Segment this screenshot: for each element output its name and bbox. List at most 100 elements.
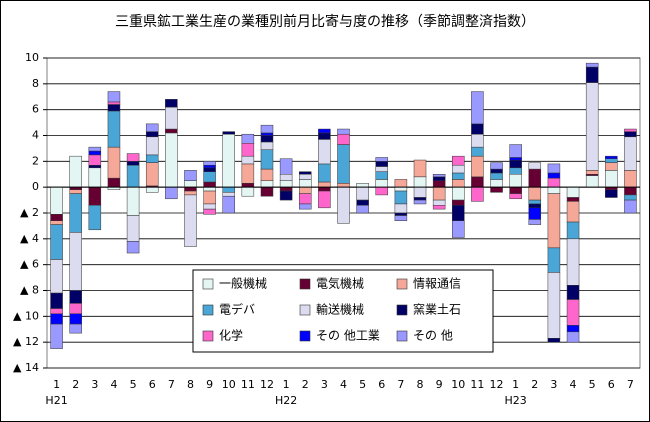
bar-segment xyxy=(356,205,369,214)
bar-segment xyxy=(241,133,255,144)
x-tick-label: 3 xyxy=(91,378,98,391)
bar-segment xyxy=(471,176,484,188)
bar-segment xyxy=(624,170,637,188)
bar-segment xyxy=(394,179,408,188)
bar-segment xyxy=(107,146,121,179)
bar-segment xyxy=(566,238,580,286)
bar-segment xyxy=(50,224,63,260)
bar-segment xyxy=(126,153,140,162)
x-tick-label: 4 xyxy=(110,378,117,391)
x-tick-label: 8 xyxy=(187,378,194,391)
bar-segment xyxy=(222,133,235,188)
bar-segment xyxy=(585,62,599,68)
bar-segment xyxy=(375,161,389,167)
x-tick-label: 6 xyxy=(149,378,156,391)
bar-segment xyxy=(356,183,369,188)
bar-segment xyxy=(452,199,465,206)
x-tick-label: 5 xyxy=(589,378,596,391)
bar-segment xyxy=(394,186,408,192)
bar-segment xyxy=(88,154,102,166)
bar-segment xyxy=(145,131,159,138)
bar-segment xyxy=(528,168,542,188)
x-group-label: H21 xyxy=(45,394,67,407)
bar-segment xyxy=(471,155,484,178)
bar-segment xyxy=(585,82,599,171)
legend-label: 化学 xyxy=(219,328,243,343)
bar-segment xyxy=(69,155,82,188)
bar-segment xyxy=(375,166,389,172)
x-tick-label: 9 xyxy=(436,378,443,391)
bar-segment xyxy=(318,132,331,140)
legend-label: 輸送機械 xyxy=(316,302,364,317)
bar-segment xyxy=(69,303,82,314)
bar-segment xyxy=(69,232,82,291)
bar-segment xyxy=(509,159,522,169)
bar-segment xyxy=(432,176,446,181)
bar-segment xyxy=(203,164,216,169)
bar-segment xyxy=(471,123,484,135)
bar-segment xyxy=(566,186,580,198)
bar-segment xyxy=(318,163,331,183)
x-tick-label: 11 xyxy=(241,378,255,391)
bar-segment xyxy=(624,131,637,138)
y-tick-label: ▲ 6 xyxy=(20,258,39,271)
legend-label: その 他工業 xyxy=(316,329,380,343)
bar-segment xyxy=(145,162,159,187)
bar-segment xyxy=(452,186,465,201)
bar-segment xyxy=(375,186,389,196)
bar-segment xyxy=(50,292,63,309)
y-tick-label: ▲ 2 xyxy=(20,206,39,219)
bar-segment xyxy=(547,272,561,339)
bar-segment xyxy=(547,172,561,179)
bar-segment xyxy=(624,199,637,214)
x-tick-label: 11 xyxy=(470,378,484,391)
x-tick-label: 2 xyxy=(302,378,309,391)
x-tick-label: 8 xyxy=(417,378,424,391)
bar-segment xyxy=(107,104,121,112)
bar-segment xyxy=(394,190,408,205)
bar-segment xyxy=(585,175,599,188)
bar-segment xyxy=(126,215,140,242)
legend-label: その 他 xyxy=(413,329,453,343)
bar-segment xyxy=(145,136,159,156)
bar-segment xyxy=(585,170,599,175)
bar-segment xyxy=(605,158,618,163)
x-tick-label: 7 xyxy=(627,378,634,391)
bar-segment xyxy=(318,190,331,209)
bar-segment xyxy=(452,164,465,174)
legend-swatch xyxy=(299,304,311,316)
bar-segment xyxy=(528,219,542,225)
bar-segment xyxy=(432,205,446,210)
x-tick-label: 3 xyxy=(550,378,557,391)
bar-segment xyxy=(107,91,121,103)
bar-segment xyxy=(337,186,350,224)
legend-swatch xyxy=(396,330,408,342)
bar-segment xyxy=(279,174,293,181)
legend-swatch xyxy=(396,278,408,290)
bar-segment xyxy=(260,124,274,134)
x-tick-label: 10 xyxy=(451,378,465,391)
bar-segment xyxy=(318,186,331,192)
bar-segment xyxy=(394,215,408,221)
bar-segment xyxy=(624,128,637,132)
legend-label: 電デバ xyxy=(219,302,255,317)
x-tick-label: 1 xyxy=(512,378,519,391)
x-group-label: H23 xyxy=(505,394,527,407)
bar-segment xyxy=(260,180,274,188)
bar-segment xyxy=(222,186,235,193)
bar-segment xyxy=(432,186,446,201)
legend-swatch xyxy=(202,278,214,290)
bar-segment xyxy=(107,110,121,148)
bar-segment xyxy=(184,170,197,181)
bar-segment xyxy=(298,179,312,188)
bar-segment xyxy=(432,180,446,188)
bar-segment xyxy=(605,170,618,188)
bar-segment xyxy=(624,186,637,196)
bar-segment xyxy=(88,205,102,231)
bar-segment xyxy=(528,199,542,205)
bar-segment xyxy=(413,159,427,178)
legend-label: 情報通信 xyxy=(413,277,461,291)
bar-segment xyxy=(528,203,542,209)
bar-segment xyxy=(605,155,618,160)
